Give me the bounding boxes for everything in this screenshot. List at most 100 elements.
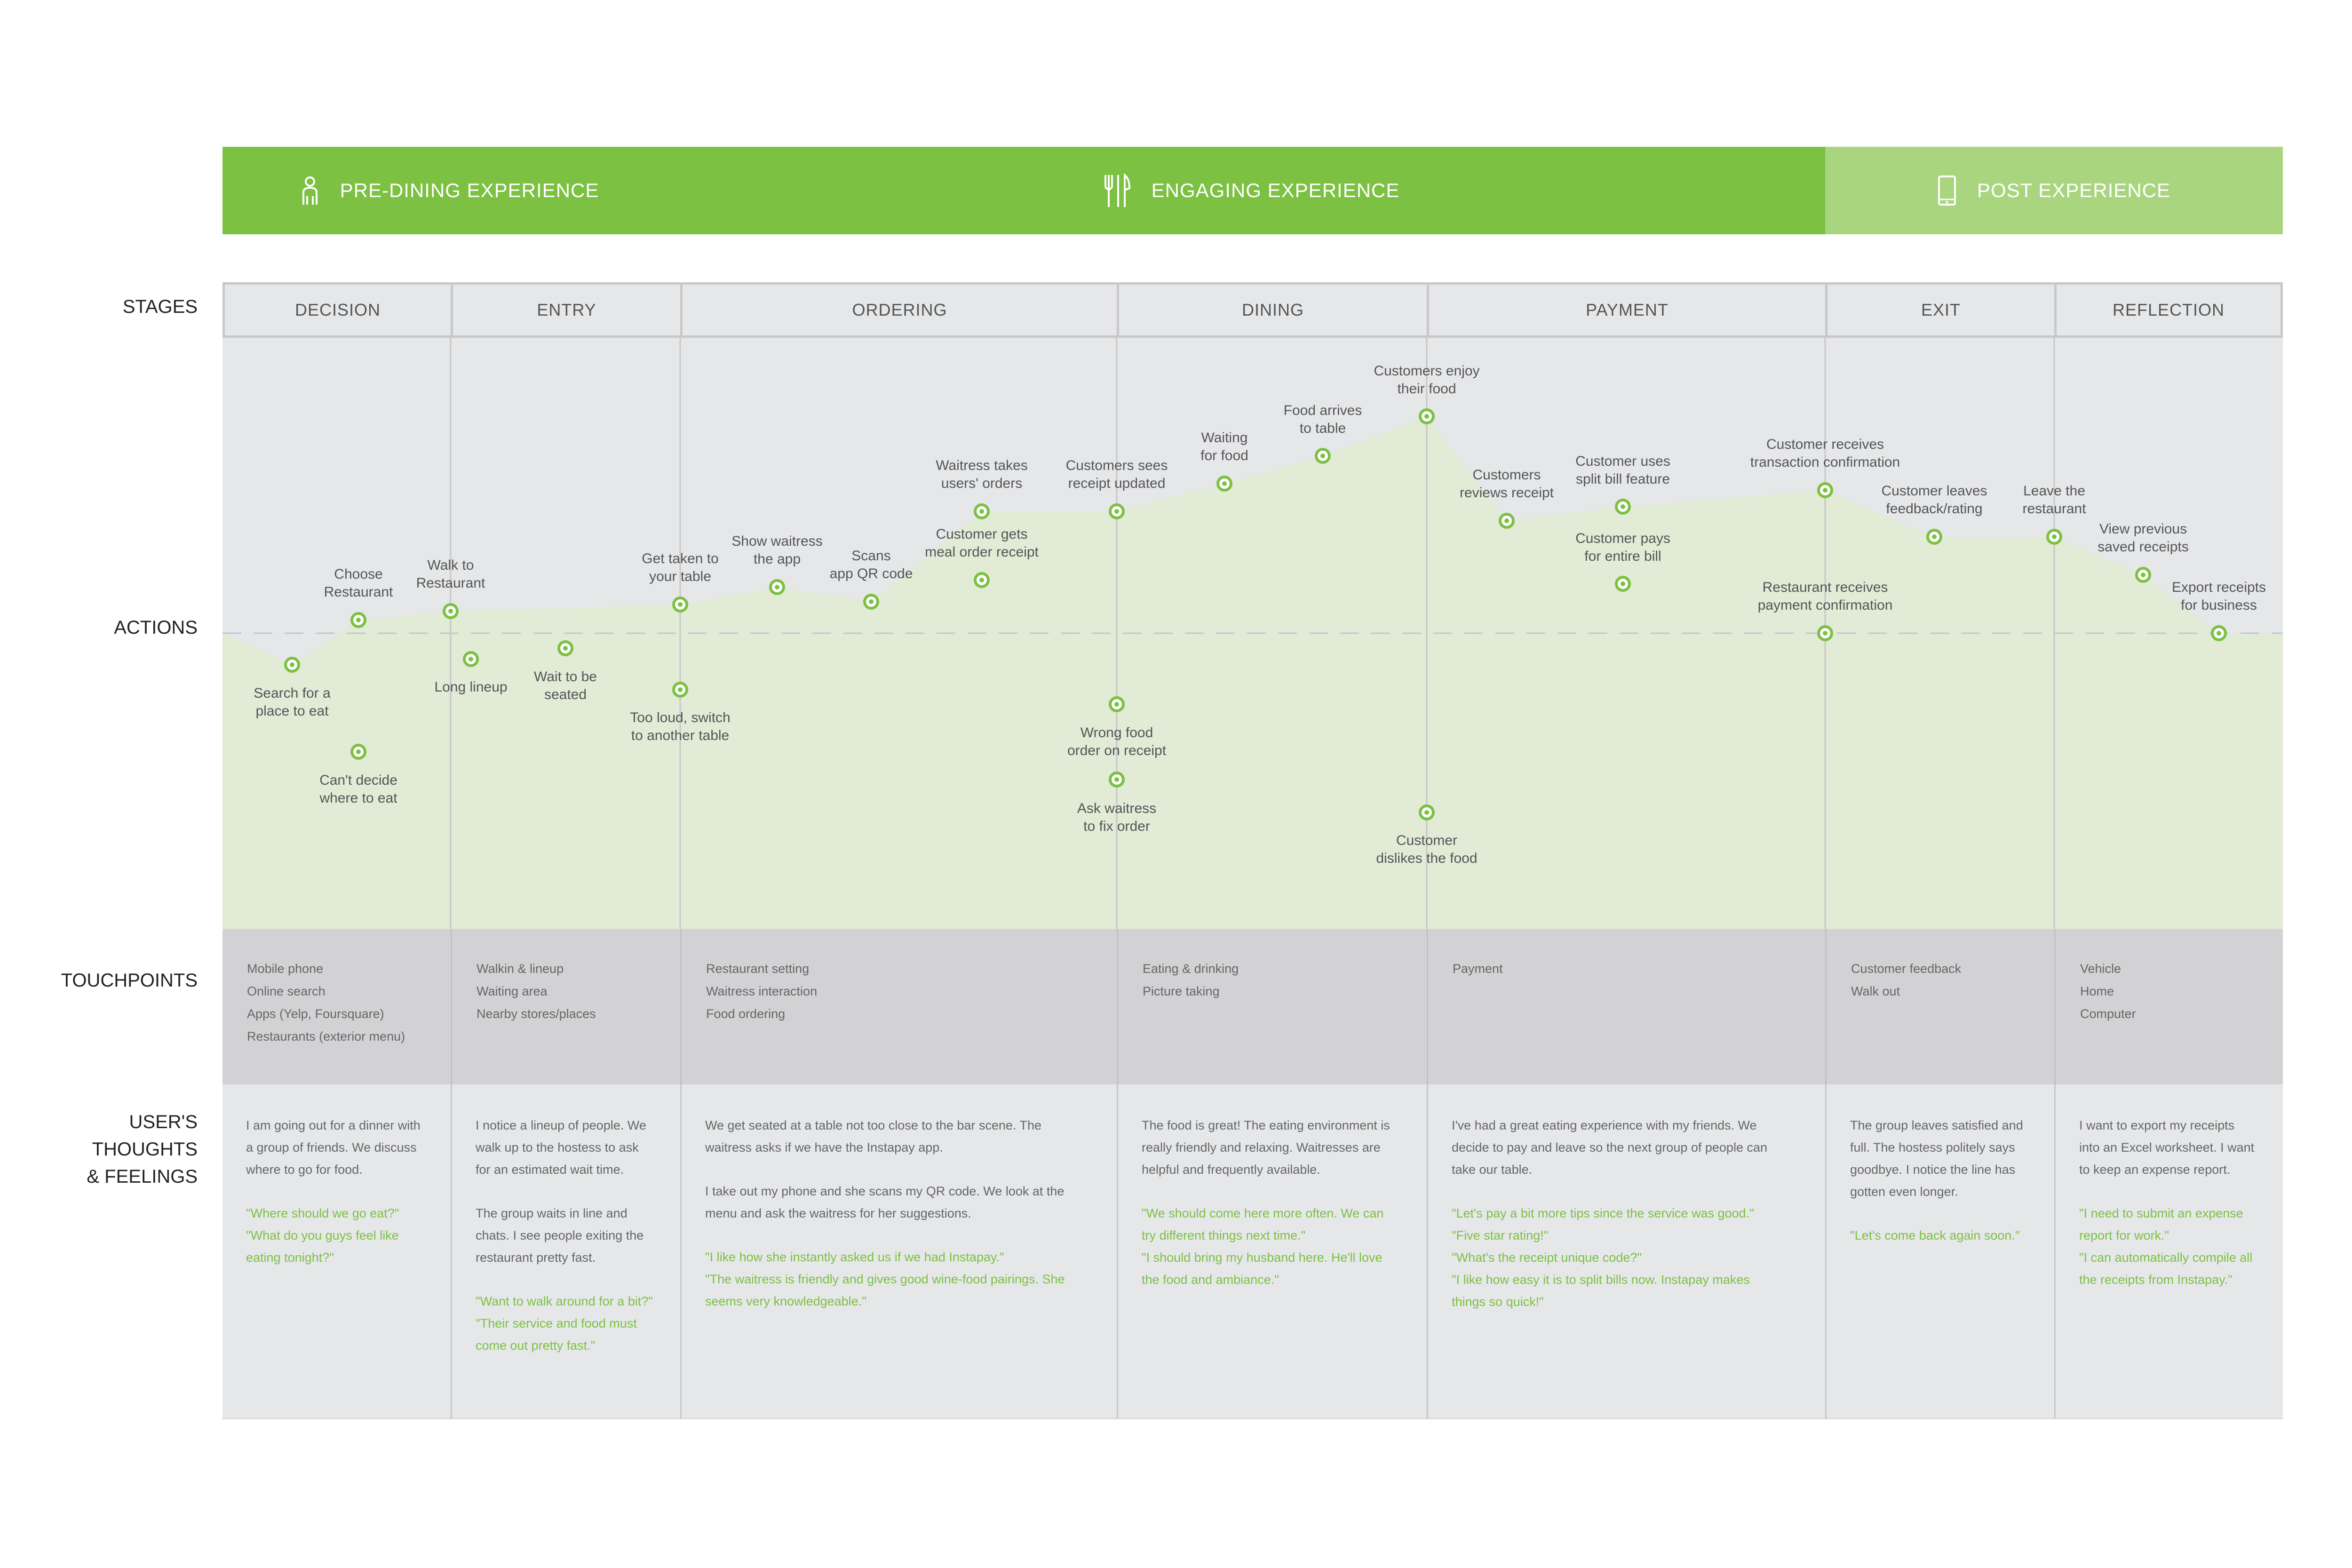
user-quote: "I need to submit an expense report for …	[2079, 1206, 2253, 1287]
thoughts-column: I am going out for a dinner with a group…	[222, 1084, 451, 1419]
touchpoints-column: Vehicle Home Computer	[2054, 929, 2283, 1084]
action-label: Choose Restaurant	[324, 566, 393, 600]
action-point	[1419, 408, 1435, 424]
action-label: Get taken to your table	[642, 551, 719, 584]
action-points	[284, 408, 2227, 820]
phase-pre-dining: PRE-DINING EXPERIENCE	[222, 147, 677, 234]
touchpoint-item: Waiting area	[477, 984, 548, 998]
touchpoints-column: Eating & drinking Picture taking	[1117, 929, 1427, 1084]
action-label: Customers sees receipt updated	[1065, 458, 1168, 491]
action-label: Too loud, switch to another table	[630, 710, 731, 743]
touchpoint-item: Mobile phone	[247, 962, 324, 976]
person-icon	[302, 176, 318, 205]
action-point	[2046, 529, 2062, 545]
thoughts-column: I've had a great eating experience with …	[1427, 1084, 1825, 1419]
action-label: Show waitress the app	[731, 533, 823, 567]
user-quote: "We should come here more often. We can …	[1142, 1206, 1384, 1287]
stage-exit: EXIT	[1825, 282, 2057, 338]
user-thought: I notice a lineup of people. We walk up …	[476, 1118, 646, 1177]
touchpoint-item: Food ordering	[706, 1007, 786, 1021]
stage-decision: DECISION	[222, 282, 453, 338]
emotion-area	[222, 416, 2283, 929]
user-thought: I take out my phone and she scans my QR …	[705, 1184, 1065, 1220]
action-point	[463, 651, 479, 667]
stage-entry: ENTRY	[451, 282, 683, 338]
phase-post: POST EXPERIENCE	[1825, 147, 2283, 234]
action-point	[350, 744, 366, 760]
action-label: View previous saved receipts	[2098, 521, 2189, 555]
thoughts-column: I want to export my receipts into an Exc…	[2054, 1084, 2283, 1419]
user-quote: "Let's come back again soon."	[1850, 1228, 2020, 1242]
action-label: Customer dislikes the food	[1376, 833, 1478, 866]
action-label: Restaurant receives payment confirmation	[1757, 580, 1893, 613]
mobile-phone-icon	[1938, 175, 1956, 206]
action-point	[1315, 448, 1331, 464]
user-thought: I am going out for a dinner with a group…	[246, 1118, 421, 1177]
action-point	[1499, 513, 1515, 529]
row-label-thoughts: USER'S THOUGHTS & FEELINGS	[87, 1112, 198, 1187]
touchpoints-column: Walkin & lineup Waiting area Nearby stores…	[451, 929, 680, 1084]
phase-label: ENGAGING EXPERIENCE	[1151, 179, 1400, 201]
touchpoint-item: Restaurant setting	[706, 962, 810, 976]
action-point	[443, 603, 459, 619]
touchpoint-item: Waitress interaction	[706, 984, 818, 998]
row-label-actions: ACTIONS	[114, 617, 198, 638]
user-quote: "Want to walk around for a bit?" "Their …	[476, 1294, 653, 1353]
action-point	[974, 572, 990, 588]
phase-engaging: ENGAGING EXPERIENCE	[677, 147, 1825, 234]
action-point	[1109, 696, 1125, 712]
action-label: Long lineup	[434, 679, 508, 695]
action-point	[974, 503, 990, 519]
action-label: Wait to be seated	[534, 669, 597, 702]
touchpoint-item: Walk out	[1851, 984, 1900, 998]
fork-knife-icon	[1104, 173, 1130, 207]
action-label: Leave the restaurant	[2022, 483, 2086, 517]
thoughts-column: We get seated at a table not too close t…	[680, 1084, 1117, 1419]
touchpoint-item: Apps (Yelp, Foursquare)	[247, 1007, 384, 1021]
action-label: Scans app QR code	[829, 548, 913, 581]
phase-label: POST EXPERIENCE	[1977, 179, 2170, 201]
action-point	[769, 579, 785, 595]
stage-payment: PAYMENT	[1427, 282, 1828, 338]
touchpoints-column: Payment	[1427, 929, 1825, 1084]
user-quote: "Where should we go eat?" "What do you g…	[246, 1206, 399, 1265]
action-label: Can't decide where to eat	[319, 772, 397, 806]
action-point	[557, 640, 573, 656]
action-label: Walk to Restaurant	[416, 557, 485, 591]
action-point	[1615, 499, 1631, 515]
phase-label: PRE-DINING EXPERIENCE	[340, 179, 599, 201]
action-label: Wrong food order on receipt	[1067, 725, 1167, 758]
user-thought: We get seated at a table not too close t…	[705, 1118, 1041, 1154]
touchpoint-item: Computer	[2080, 1007, 2136, 1021]
action-point	[1615, 576, 1631, 592]
action-point	[1109, 772, 1125, 788]
action-label: Customer pays for entire bill	[1575, 531, 1670, 564]
action-label: Search for a place to eat	[254, 685, 331, 719]
stage-ordering: ORDERING	[680, 282, 1119, 338]
action-label: Waiting for food	[1200, 430, 1248, 463]
user-quote: "I like how she instantly asked us if we…	[705, 1250, 1065, 1308]
touchpoint-item: Home	[2080, 984, 2114, 998]
user-thought: The group leaves satisfied and full. The…	[1850, 1118, 2023, 1199]
user-quote: "Let's pay a bit more tips since the ser…	[1452, 1206, 1754, 1309]
touchpoint-item: Nearby stores/places	[477, 1007, 596, 1021]
touchpoint-item: Online search	[247, 984, 326, 998]
row-label-stages: STAGES	[122, 296, 198, 317]
touchpoints-column: Customer feedback Walk out	[1825, 929, 2054, 1084]
stage-reflection: REFLECTION	[2054, 282, 2283, 338]
action-label: Export receipts for business	[2171, 580, 2266, 613]
action-point	[863, 594, 879, 610]
touchpoint-item: Walkin & lineup	[477, 962, 564, 976]
action-label: Customers enjoy their food	[1374, 363, 1480, 397]
touchpoints-column: Mobile phone Online search Apps (Yelp, Fou…	[222, 929, 451, 1084]
action-point	[1926, 529, 1942, 545]
action-point	[350, 612, 366, 628]
touchpoint-item: Customer feedback	[1851, 962, 1962, 976]
action-point	[1109, 503, 1125, 519]
action-point	[2211, 625, 2227, 641]
action-point	[284, 657, 300, 673]
action-point	[1817, 482, 1833, 498]
thoughts-column: The group leaves satisfied and full. The…	[1825, 1084, 2054, 1419]
action-label: Customer gets meal order receipt	[925, 526, 1039, 560]
